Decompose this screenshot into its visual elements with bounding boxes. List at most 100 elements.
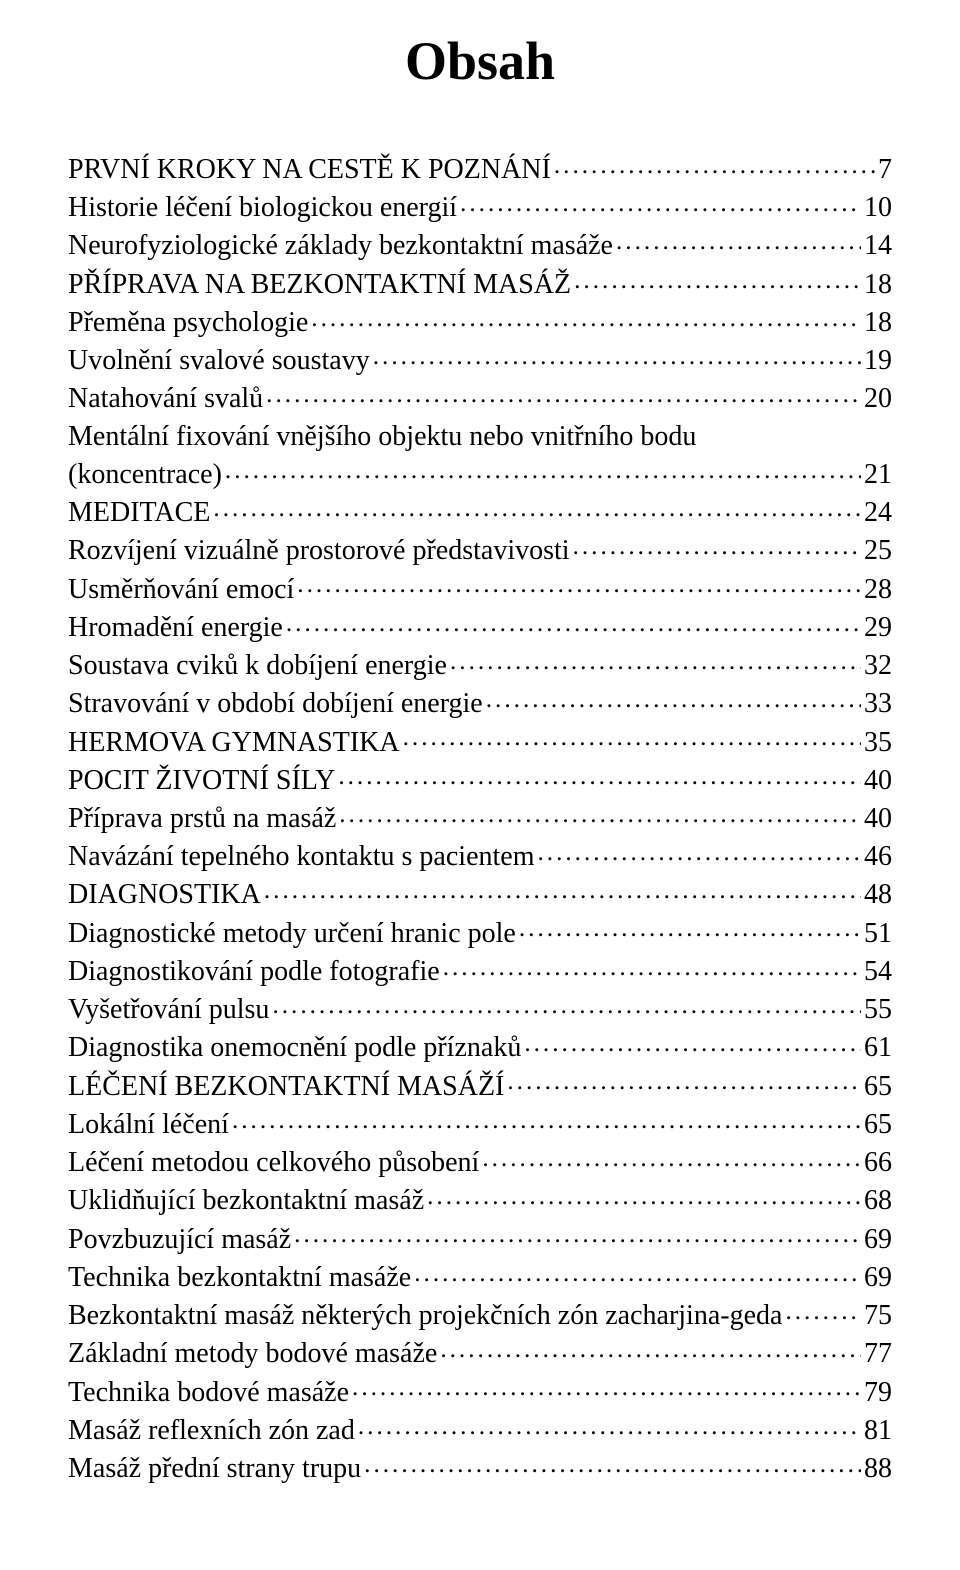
toc-row: Diagnostikování podle fotografie 54 [68,952,892,990]
toc-page: 81 [864,1412,892,1449]
toc-page: 20 [864,380,892,417]
toc-page: 18 [864,266,892,303]
toc-label: Uklidňující bezkontaktní masáž [68,1182,424,1219]
toc-leader [364,1449,861,1477]
toc-row: Rozvíjení vizuálně prostorové představiv… [68,531,892,569]
toc-row: Technika bezkontaktní masáže 69 [68,1258,892,1296]
toc-row: Neurofyziologické základy bezkontaktní m… [68,226,892,264]
toc-page: 88 [864,1450,892,1487]
toc-leader [286,608,861,636]
toc-page: 54 [864,953,892,990]
toc-leader [311,303,861,331]
toc-leader [537,837,861,865]
toc-label: Soustava cviků k dobíjení energie [68,647,447,684]
toc-label: Bezkontaktní masáž některých projekčních… [68,1297,782,1334]
toc-label: Neurofyziologické základy bezkontaktní m… [68,227,613,264]
toc-label: POCIT ŽIVOTNÍ SÍLY [68,762,335,799]
toc-leader [358,1411,861,1439]
toc-label: Příprava prstů na masáž [68,800,336,837]
toc-row: Uvolnění svalové soustavy 19 [68,341,892,379]
toc-row: Přeměna psychologie 18 [68,303,892,341]
toc-leader [507,1067,861,1095]
toc-page: 28 [864,571,892,608]
toc-leader [443,952,861,980]
toc-leader [352,1373,861,1401]
toc-page: 25 [864,532,892,569]
toc-row: Mentální fixování vnějšího objektu nebo … [68,418,892,455]
toc-label: Navázání tepelného kontaktu s pacientem [68,838,534,875]
toc-row: Diagnostické metody určení hranic pole 5… [68,914,892,952]
toc-page: 18 [864,304,892,341]
toc-label: Základní metody bodové masáže [68,1335,437,1372]
toc-row: Soustava cviků k dobíjení energie 32 [68,646,892,684]
toc-leader [486,684,861,712]
toc-page: 35 [864,724,892,761]
toc-label: Uvolnění svalové soustavy [68,342,370,379]
toc-label: Masáž reflexních zón zad [68,1412,355,1449]
toc-row: DIAGNOSTIKA 48 [68,875,892,913]
toc-leader [616,226,861,254]
toc-row: Technika bodové masáže 79 [68,1373,892,1411]
toc-page: 61 [864,1029,892,1066]
toc-label: Technika bodové masáže [68,1374,349,1411]
toc-leader [440,1334,861,1362]
toc-page: 32 [864,647,892,684]
toc-leader [460,188,861,216]
toc-page: 55 [864,991,892,1028]
toc-leader [785,1296,861,1324]
toc-label: Vyšetřování pulsu [68,991,269,1028]
toc-page: 51 [864,915,892,952]
toc-page: 40 [864,762,892,799]
toc-row: Masáž reflexních zón zad 81 [68,1411,892,1449]
toc-label: Stravování v období dobíjení energie [68,685,483,722]
toc-leader [297,570,861,598]
toc-page: 79 [864,1374,892,1411]
toc-page: 48 [864,876,892,913]
toc-leader [339,799,861,827]
toc-list: PRVNÍ KROKY NA CESTĚ K POZNÁNÍ 7Historie… [68,150,892,1487]
toc-label: Přeměna psychologie [68,304,308,341]
toc-leader [573,531,861,559]
toc-row: PŘÍPRAVA NA BEZKONTAKTNÍ MASÁŽ 18 [68,265,892,303]
toc-page: 65 [864,1068,892,1105]
toc-leader [294,1220,861,1248]
toc-row: Historie léčení biologickou energií 10 [68,188,892,226]
toc-label: Lokální léčení [68,1106,229,1143]
toc-row: (koncentrace) 21 [68,455,892,493]
toc-leader [524,1028,861,1056]
toc-label: Diagnostické metody určení hranic pole [68,915,516,952]
toc-leader [554,150,875,178]
toc-row: Základní metody bodové masáže 77 [68,1334,892,1372]
toc-row: Léčení metodou celkového působení 66 [68,1143,892,1181]
toc-row: HERMOVA GYMNASTIKA 35 [68,723,892,761]
toc-label: DIAGNOSTIKA [68,876,261,913]
toc-row: Příprava prstů na masáž 40 [68,799,892,837]
toc-page: 29 [864,609,892,646]
toc-row: Natahování svalů 20 [68,379,892,417]
toc-label: Usměrňování emocí [68,571,294,608]
toc-label: Diagnostikování podle fotografie [68,953,440,990]
toc-page: 7 [878,151,892,188]
toc-leader [264,875,861,903]
toc-leader [414,1258,861,1286]
toc-page: 21 [864,456,892,493]
toc-row: Diagnostika onemocnění podle příznaků 61 [68,1028,892,1066]
toc-leader [519,914,861,942]
toc-page: 14 [864,227,892,264]
toc-row: Uklidňující bezkontaktní masáž 68 [68,1181,892,1219]
toc-page: 75 [864,1297,892,1334]
toc-page: 65 [864,1106,892,1143]
toc-leader [272,990,861,1018]
toc-label: LÉČENÍ BEZKONTAKTNÍ MASÁŽÍ [68,1068,504,1105]
toc-page: 19 [864,342,892,379]
toc-leader [482,1143,861,1171]
toc-label: HERMOVA GYMNASTIKA [68,724,400,761]
toc-page: 10 [864,189,892,226]
toc-leader [450,646,861,674]
toc-page: 46 [864,838,892,875]
toc-label: MEDITACE [68,494,210,531]
toc-leader [266,379,861,407]
toc-row: Hromadění energie 29 [68,608,892,646]
toc-row: Lokální léčení 65 [68,1105,892,1143]
toc-row: Povzbuzující masáž 69 [68,1220,892,1258]
